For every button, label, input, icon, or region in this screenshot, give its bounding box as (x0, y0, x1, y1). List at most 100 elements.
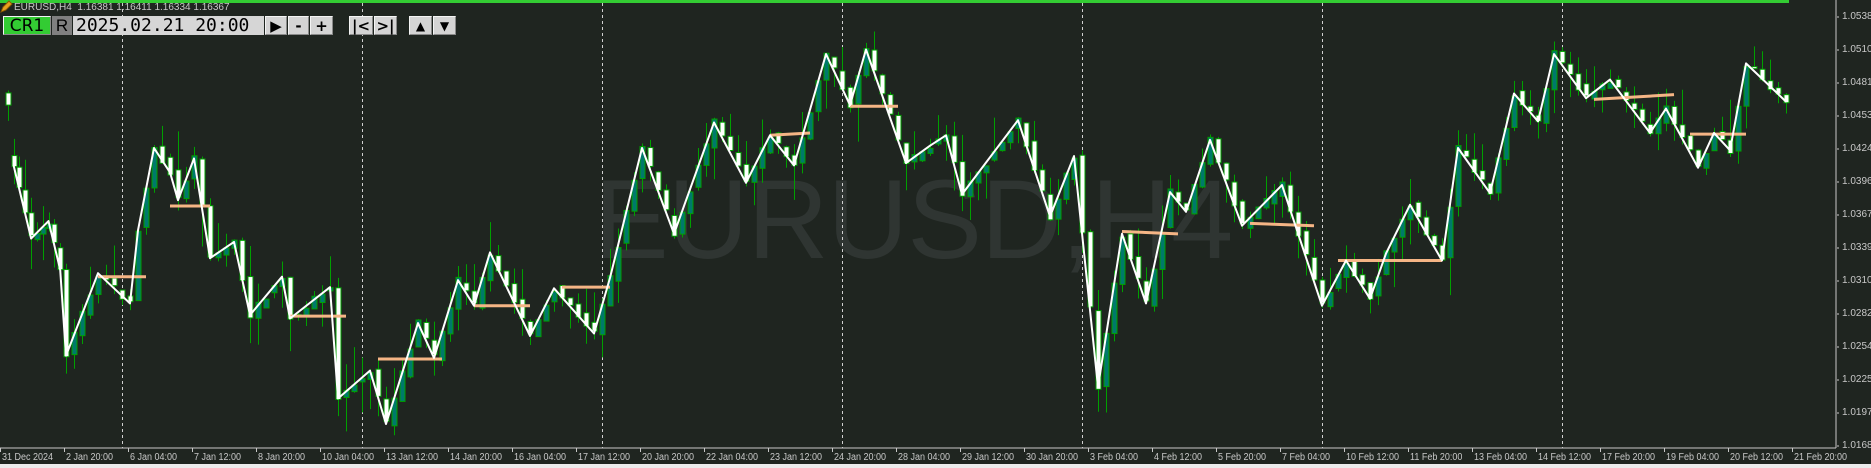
ohlc-values: 1.16381 1.16411 1.16334 1.16367 (77, 2, 230, 13)
zigzag-vertex (1073, 155, 1075, 157)
zigzag-vertex (1537, 120, 1539, 123)
zigzag-vertex (745, 182, 747, 184)
zigzag-vertex (961, 193, 963, 196)
zigzag-vertex (1457, 147, 1459, 149)
step-minus-button[interactable]: - (288, 16, 309, 35)
zigzag-vertex (337, 397, 339, 400)
time-tick-label: 10 Jan 04:00 (322, 452, 375, 463)
zigzag-vertex (553, 287, 555, 290)
level-line (1249, 221, 1315, 228)
bearish-candle (831, 56, 838, 69)
bullish-candle (415, 319, 422, 348)
bullish-candle (639, 146, 646, 180)
zigzag-vertex (929, 144, 931, 147)
zigzag-vertex (249, 314, 251, 316)
date-time-field[interactable]: 2025.02.21 20:00 (73, 15, 264, 36)
zigzag-vertex (30, 237, 32, 240)
zigzag-vertex (793, 164, 795, 167)
zigzag-vertex (1665, 107, 1667, 110)
play-button[interactable]: ▶ (265, 16, 287, 35)
zigzag-vertex (1049, 215, 1051, 218)
time-tick-label: 17 Feb 20:00 (1602, 452, 1656, 463)
level-line (1593, 93, 1675, 101)
go-to-start-button[interactable]: |< (349, 16, 373, 35)
scroll-up-button[interactable]: ▲ (409, 16, 432, 35)
price-tick-label: 1.0339 (1842, 242, 1871, 253)
time-tick-label: 11 Feb 20:00 (1410, 452, 1463, 463)
bearish-candle (1431, 235, 1438, 246)
go-to-end-button[interactable]: >| (374, 16, 397, 35)
step-plus-button[interactable]: + (310, 16, 333, 35)
time-tick-label: 17 Jan 12:00 (578, 452, 631, 463)
time-tick-label: 31 Dec 2024 (2, 452, 54, 463)
r-button[interactable]: R (52, 16, 72, 35)
time-tick-label: 8 Jan 20:00 (258, 452, 306, 463)
time-tick-label: 10 Feb 12:00 (1346, 452, 1400, 463)
bearish-candle (463, 282, 470, 292)
zigzag-vertex (1241, 224, 1243, 227)
price-tick-label: 1.0168 (1842, 440, 1871, 451)
bearish-candle (335, 287, 342, 401)
zigzag-vertex (209, 257, 211, 259)
price-tick-label: 1.0310 (1842, 275, 1871, 286)
zigzag-vertex (169, 171, 171, 174)
bearish-candle (28, 212, 35, 237)
zigzag-vertex (641, 147, 643, 149)
bearish-candle (1615, 78, 1622, 89)
bullish-candle (807, 112, 814, 140)
time-tick-label: 20 Feb 12:00 (1730, 452, 1784, 463)
zigzag-vertex (457, 279, 459, 281)
zigzag-vertex (193, 157, 195, 160)
zigzag-vertex (593, 332, 595, 335)
zigzag-vertex (1649, 132, 1651, 134)
zigzag-vertex (433, 357, 435, 359)
zigzag-vertex (1697, 166, 1699, 169)
time-tick-label: 14 Jan 20:00 (450, 452, 503, 463)
bearish-candle (775, 132, 782, 144)
price-tick-label: 1.0481 (1842, 77, 1871, 88)
symbol-timeframe: EURUSD,H4 (14, 2, 72, 13)
zigzag-vertex (1169, 191, 1171, 193)
chart-header: EURUSD,H4 1.16381 1.16411 1.16334 1.1636… (14, 2, 230, 13)
bearish-candle (5, 92, 12, 106)
zigzag-line (12, 48, 1787, 425)
bullish-candle (1055, 198, 1062, 220)
bullish-candle (1655, 117, 1662, 135)
zigzag-vertex (1713, 132, 1715, 134)
bearish-candle (1095, 310, 1102, 390)
bullish-candle (1743, 66, 1750, 107)
time-tick-label: 20 Jan 20:00 (642, 452, 695, 463)
zigzag-vertex (1489, 192, 1491, 195)
time-tick-label: 14 Feb 12:00 (1538, 452, 1592, 463)
time-tick-label: 3 Feb 04:00 (1090, 452, 1139, 463)
zigzag-vertex (713, 121, 715, 124)
time-tick-label: 30 Jan 20:00 (1026, 452, 1079, 463)
price-tick-label: 1.0453 (1842, 110, 1871, 121)
zigzag-vertex (1385, 252, 1387, 255)
price-tick-label: 1.0197 (1842, 407, 1871, 418)
bearish-candle (1519, 90, 1526, 106)
zigzag-vertex (945, 134, 947, 137)
zigzag-vertex (417, 322, 419, 324)
cr1-button[interactable]: CR1 (3, 16, 51, 36)
bullish-candle (1511, 95, 1518, 128)
expert-pencil-icon[interactable] (0, 0, 13, 13)
scroll-down-button[interactable]: ▼ (433, 16, 456, 35)
time-tick-label: 4 Feb 12:00 (1154, 452, 1203, 463)
bearish-candle (1223, 162, 1230, 181)
zigzag-vertex (1345, 259, 1347, 262)
zigzag-vertex (1441, 259, 1443, 262)
bullish-candle (967, 180, 974, 198)
bullish-candle (983, 165, 990, 174)
time-tick-label: 2 Jan 20:00 (66, 452, 114, 463)
time-tick-label: 7 Feb 04:00 (1282, 452, 1331, 463)
zigzag-vertex (369, 369, 371, 372)
bullish-candle (1327, 292, 1334, 308)
bearish-candle (959, 161, 966, 197)
bearish-candle (951, 135, 958, 163)
time-tick-label: 13 Feb 04:00 (1474, 452, 1528, 463)
bullish-candle (927, 147, 934, 154)
bearish-candle (1239, 200, 1246, 224)
bullish-candle (1703, 153, 1710, 169)
